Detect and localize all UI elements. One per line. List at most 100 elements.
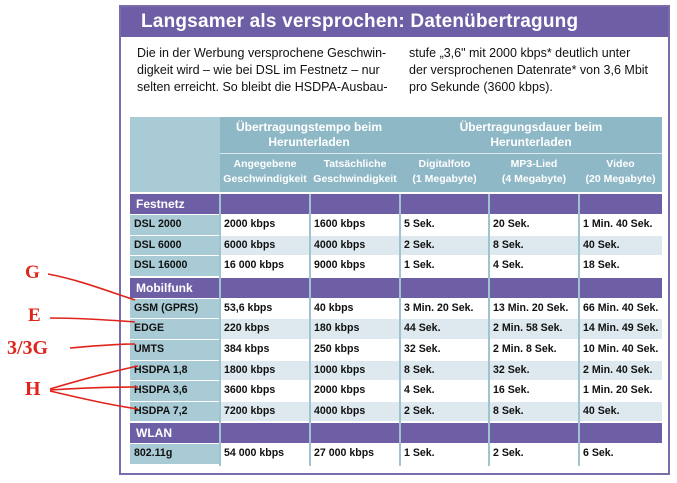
- header-group-line: Übertragungsdauer beim: [459, 120, 603, 134]
- table-cell: 7200 kbps: [224, 404, 276, 417]
- table-cell: 2 Sek.: [404, 238, 435, 251]
- intro-line: der versprochenen Datenrate* von 3,6 Mbi…: [409, 63, 649, 77]
- table-cell: 44 Sek.: [404, 322, 441, 335]
- table-row: [220, 340, 662, 360]
- table-cell: 250 kbps: [314, 343, 360, 355]
- table-row: [220, 298, 662, 319]
- section-header: Festnetz: [130, 194, 662, 214]
- header-bg: [220, 117, 662, 192]
- intro-line: stufe „3,6" mit 2000 kbps* deutlich unte…: [409, 46, 631, 60]
- column-header: Tatsächliche Geschwindigkeit: [310, 157, 400, 187]
- column-header: Digitalfoto (1 Megabyte): [400, 157, 489, 187]
- header-group-line: Herunterladen: [268, 135, 350, 149]
- table-cell: 6000 kbps: [224, 238, 276, 251]
- table-cell: 2000 kbps: [314, 384, 366, 397]
- row-label-bg: [130, 340, 220, 360]
- row-label: DSL 16000: [134, 259, 188, 272]
- row-label-bg: [130, 381, 220, 401]
- table-cell: 1 Sek.: [404, 259, 435, 272]
- table-cell: 2000 kbps: [224, 218, 276, 230]
- table-cell: 14 Min. 49 Sek.: [583, 322, 659, 335]
- row-label: HSDPA 3,6: [134, 384, 188, 397]
- table-cell: 4 Sek.: [493, 259, 524, 272]
- table-cell: 40 Sek.: [583, 404, 620, 417]
- table-cell: 40 Sek.: [583, 238, 620, 251]
- table-row: [220, 235, 662, 256]
- row-label-bg: [130, 298, 220, 319]
- table-cell: 66 Min. 40 Sek.: [583, 301, 659, 314]
- table-cell: 1800 kbps: [224, 363, 276, 376]
- table-row: [220, 360, 662, 381]
- table-cell: 8 Sek.: [493, 238, 524, 251]
- table-cell: 4 Sek.: [404, 384, 435, 397]
- row-label-bg: [130, 360, 220, 381]
- header-group-speed: Übertragungstempo beim Herunterladen: [220, 120, 398, 150]
- table-row: [220, 401, 662, 422]
- annotation-e: E: [28, 305, 41, 326]
- table-cell: 2 Min. 40 Sek.: [583, 363, 653, 376]
- arrow-e: [49, 317, 136, 323]
- intro-line: selten erreicht. So bleibt die HSDPA-Aus…: [137, 80, 388, 94]
- section-header: WLAN: [130, 423, 662, 444]
- column-header-line: Geschwindigkeit: [223, 173, 307, 185]
- annotation-h: H: [25, 378, 41, 400]
- table-cell: 32 Sek.: [493, 363, 530, 376]
- header-group-line: Übertragungstempo beim: [235, 120, 382, 134]
- column-header-line: (20 Megabyte): [585, 173, 656, 185]
- row-label: UMTS: [134, 343, 165, 355]
- table-cell: 2 Min. 58 Sek.: [493, 322, 563, 335]
- section-header: Mobilfunk: [130, 277, 662, 298]
- table-cell: 180 kbps: [314, 322, 360, 335]
- table-cell: 18 Sek.: [583, 259, 620, 272]
- table-cell: 2 Min. 8 Sek.: [493, 343, 557, 355]
- table-cell: 1 Sek.: [404, 447, 435, 460]
- table-cell: 16 000 kbps: [224, 259, 285, 272]
- intro-line: pro Sekunde (3600 kbps).: [409, 80, 553, 94]
- table-cell: 16 Sek.: [493, 384, 530, 397]
- column-separator: [309, 194, 311, 466]
- table-cell: 27 000 kbps: [314, 447, 375, 460]
- intro-line: digkeit wird – wie bei DSL im Festnetz –…: [137, 63, 380, 77]
- column-header-line: Video: [606, 158, 635, 170]
- column-header: Angegebene Geschwindigkeit: [220, 157, 310, 187]
- column-separator: [219, 194, 221, 466]
- column-separator: [578, 194, 580, 466]
- row-label-bg: [130, 256, 220, 276]
- table-cell: 5 Sek.: [404, 218, 435, 230]
- table-cell: 2 Sek.: [404, 404, 435, 417]
- table-cell: 9000 kbps: [314, 259, 366, 272]
- table-cell: 54 000 kbps: [224, 447, 285, 460]
- table-cell: 8 Sek.: [493, 404, 524, 417]
- row-label: GSM (GPRS): [134, 301, 199, 314]
- row-label: EDGE: [134, 322, 165, 335]
- column-header-line: (1 Megabyte): [412, 173, 477, 185]
- column-separator: [399, 194, 401, 466]
- row-label: DSL 6000: [134, 238, 182, 251]
- table-cell: 1000 kbps: [314, 363, 366, 376]
- table-cell: 220 kbps: [224, 322, 270, 335]
- intro-left: Die in der Werbung versprochene Geschwin…: [137, 45, 395, 96]
- row-label-bg: [130, 215, 220, 235]
- header-group-duration: Übertragungsdauer beim Herunterladen: [400, 120, 662, 150]
- arrow-h3: [49, 390, 139, 410]
- table-cell: 3600 kbps: [224, 384, 276, 397]
- article-box: Langsamer als versprochen: Datenübertrag…: [119, 5, 670, 475]
- table-cell: 4000 kbps: [314, 238, 366, 251]
- table-cell: 1 Min. 40 Sek.: [583, 218, 653, 230]
- column-header: MP3-Lied (4 Megabyte): [489, 157, 579, 187]
- table-row: [220, 215, 662, 235]
- header-corner: [130, 117, 220, 192]
- row-label-bg: [130, 235, 220, 256]
- column-header-line: Digitalfoto: [418, 158, 471, 170]
- table-cell: 32 Sek.: [404, 343, 441, 355]
- row-label: 802.11g: [134, 447, 173, 460]
- table-cell: 13 Min. 20 Sek.: [493, 301, 569, 314]
- row-label-bg: [130, 401, 220, 422]
- row-label-bg: [130, 444, 220, 464]
- header-divider: [220, 153, 662, 154]
- table-row: [220, 256, 662, 276]
- table-cell: 384 kbps: [224, 343, 270, 355]
- column-separator: [488, 194, 490, 466]
- arrow-3g: [69, 343, 136, 349]
